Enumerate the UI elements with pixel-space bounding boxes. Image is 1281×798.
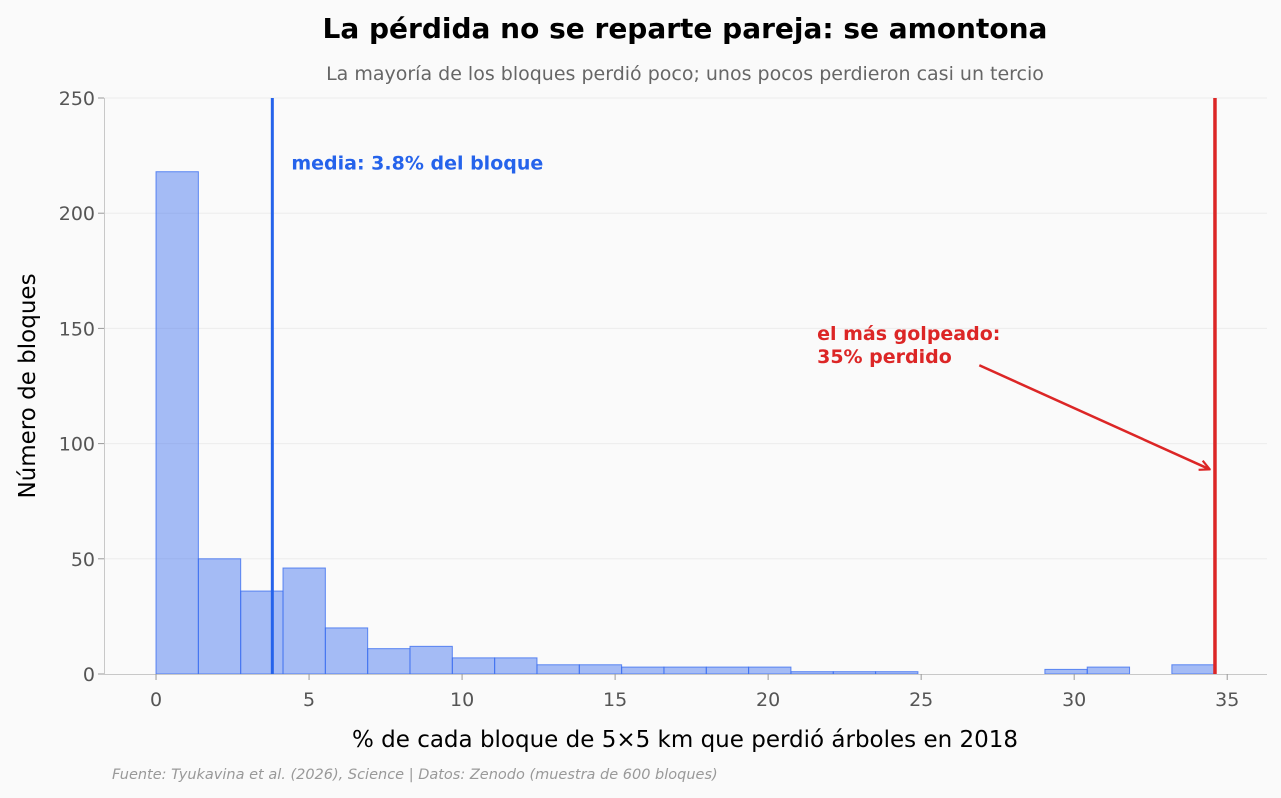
histogram-bar xyxy=(494,657,538,675)
max-annotation: el más golpeado: 35% perdido xyxy=(817,323,1007,368)
x-tick-label: 0 xyxy=(150,689,162,711)
chart-title: La pérdida no se reparte pareja: se amon… xyxy=(323,12,1048,45)
histogram-bar xyxy=(1044,668,1088,675)
chart-subtitle: La mayoría de los bloques perdió poco; u… xyxy=(326,63,1044,85)
max-annotation-line-2: 35% perdido xyxy=(817,346,952,368)
y-tick-label: 100 xyxy=(59,434,95,456)
y-tick-label: 0 xyxy=(83,664,95,686)
y-tick-label: 250 xyxy=(59,88,95,110)
histogram-bar xyxy=(663,666,707,675)
histogram-bar xyxy=(282,567,326,675)
histogram-bar xyxy=(155,171,199,675)
histogram-bar xyxy=(409,645,453,675)
x-tick-label: 5 xyxy=(303,689,315,711)
x-tick-label: 30 xyxy=(1062,689,1086,711)
histogram-bar xyxy=(875,671,919,675)
histogram-bars xyxy=(155,171,1215,675)
histogram-bar xyxy=(451,657,496,675)
y-tick-label: 200 xyxy=(59,203,95,225)
histogram-bar xyxy=(705,666,750,675)
histogram-bar xyxy=(621,666,665,675)
grid-lines xyxy=(104,97,1267,560)
y-tick-label: 150 xyxy=(59,318,95,340)
histogram-bar xyxy=(240,590,284,675)
source-note: Fuente: Tyukavina et al. (2026), Science… xyxy=(112,767,718,783)
histogram-bar xyxy=(748,666,792,675)
histogram-bar xyxy=(832,671,877,675)
max-annotation-arrow xyxy=(978,364,1209,469)
mean-label: media: 3.8% del bloque xyxy=(291,153,543,175)
x-tick-label: 15 xyxy=(603,689,627,711)
histogram-bar xyxy=(324,627,369,675)
histogram-bar xyxy=(536,664,580,675)
histogram-bar xyxy=(1086,666,1131,675)
x-axis-ticks: 0 5 10 15 20 25 30 35 xyxy=(150,674,1239,711)
max-annotation-line-1: el más golpeado: xyxy=(817,323,1000,345)
histogram-bar xyxy=(790,671,834,675)
histogram-bar xyxy=(578,664,623,675)
x-tick-label: 20 xyxy=(756,689,780,711)
y-tick-label: 50 xyxy=(71,549,95,571)
histogram-bar xyxy=(197,558,242,675)
y-axis-ticks: 0 50 100 150 200 250 xyxy=(59,88,104,686)
x-tick-label: 25 xyxy=(909,689,933,711)
histogram-bar xyxy=(367,648,411,675)
y-axis-label: Número de bloques xyxy=(15,273,41,498)
x-axis-label: % de cada bloque de 5×5 km que perdió ár… xyxy=(352,727,1018,753)
histogram-bar xyxy=(1171,664,1215,675)
x-tick-label: 10 xyxy=(450,689,474,711)
x-tick-label: 35 xyxy=(1215,689,1239,711)
